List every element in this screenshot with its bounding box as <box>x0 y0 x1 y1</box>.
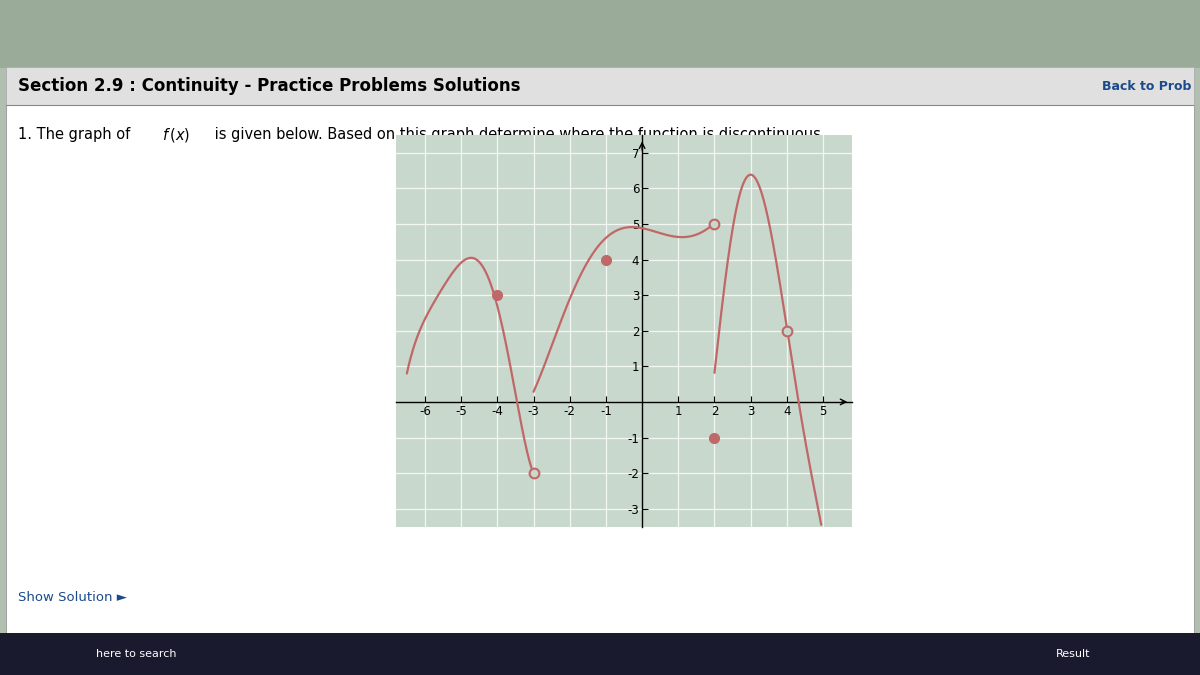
Bar <box>6 68 1194 105</box>
Text: Show Solution ►: Show Solution ► <box>18 591 127 604</box>
Text: here to search: here to search <box>96 649 176 659</box>
Bar <box>0 633 1200 675</box>
Text: 1. The graph of: 1. The graph of <box>18 128 134 142</box>
Text: Result: Result <box>1056 649 1091 659</box>
Bar <box>0 0 1200 68</box>
Text: Section 2.9 : Continuity - Practice Problems Solutions: Section 2.9 : Continuity - Practice Prob… <box>18 78 521 95</box>
Text: Back to Prob: Back to Prob <box>1103 80 1192 93</box>
Text: is given below. Based on this graph determine where the function is discontinuou: is given below. Based on this graph dete… <box>210 128 826 142</box>
Bar <box>6 68 1194 634</box>
Text: $f\,(\mathit{x})$: $f\,(\mathit{x})$ <box>162 126 191 144</box>
